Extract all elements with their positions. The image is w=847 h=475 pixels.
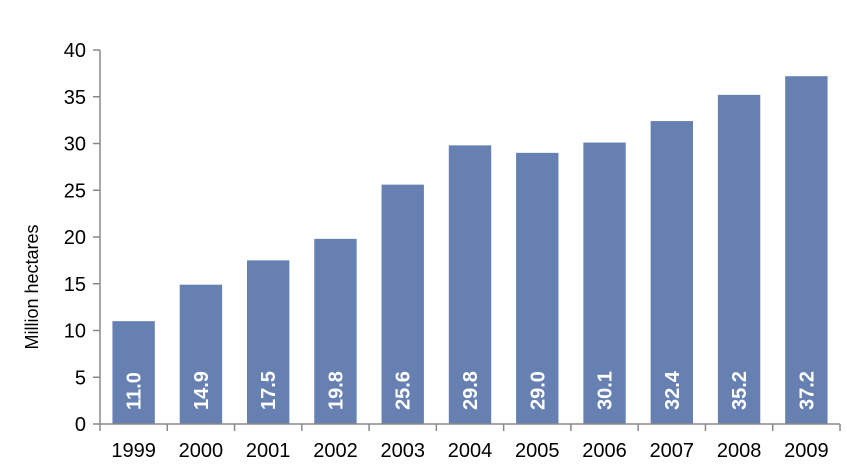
x-tick-label: 2003 — [380, 440, 425, 462]
bar-value-label: 29.8 — [460, 371, 482, 410]
x-axis: 1999 2000 2001 2002 2003 2004 2005 2006 2007 2008… — [99, 424, 841, 462]
y-tick-label: 30 — [64, 134, 86, 156]
bar-2002 — [314, 238, 357, 424]
bar-value-label: 32.4 — [662, 370, 684, 410]
x-tick-label: 2002 — [313, 440, 358, 462]
bar-value-label: 30.1 — [595, 371, 617, 410]
axis-lines — [99, 50, 840, 425]
bar-2000 — [179, 284, 223, 424]
bar-value-label: 29.0 — [527, 371, 549, 410]
bar-2004 — [448, 145, 492, 424]
bar-value-label: 17.5 — [258, 371, 280, 410]
y-tick-label: 15 — [64, 274, 86, 296]
bar-value-label: 14.9 — [191, 371, 213, 410]
bar-2001 — [246, 260, 290, 424]
bar-value-label: 11.0 — [124, 372, 146, 410]
x-tick-label: 2000 — [179, 440, 224, 462]
bar-value-label: 35.2 — [729, 371, 751, 410]
bar-2007 — [650, 121, 694, 424]
x-tick-label: 2009 — [784, 440, 829, 462]
bar-2009 — [785, 76, 828, 425]
y-axis-title: Million hectares — [22, 224, 42, 349]
y-tick-label: 20 — [64, 227, 86, 249]
y-axis: 0 5 10 15 20 25 30 35 40 — [64, 40, 100, 436]
x-tick-label: 2001 — [246, 440, 291, 462]
bar-value-label: 19.8 — [325, 371, 347, 410]
bar-2005 — [516, 152, 559, 424]
y-tick-label: 40 — [64, 40, 86, 62]
bar-value-label: 25.6 — [393, 371, 415, 410]
bar-1999 — [112, 321, 155, 424]
x-tick-label: 2008 — [717, 440, 762, 462]
y-tick-label: 35 — [64, 87, 86, 109]
bars: 11.0 14.9 17.5 19.8 25.6 29.8 29.0 30.1 32.4 35.2… — [112, 76, 828, 425]
y-tick-label: 25 — [64, 180, 86, 202]
x-tick-label: 2004 — [448, 440, 493, 462]
bar-2006 — [583, 142, 626, 424]
x-tick-label: 1999 — [111, 440, 156, 462]
x-tick-label: 2006 — [582, 440, 627, 462]
bar-2008 — [717, 94, 761, 424]
y-tick-label: 0 — [75, 414, 86, 436]
bar-value-label: 37.2 — [796, 371, 818, 410]
x-tick-label: 2005 — [515, 440, 560, 462]
y-tick-label: 5 — [75, 367, 86, 389]
y-tick-label: 10 — [64, 321, 86, 343]
bar-2003 — [381, 184, 424, 424]
x-tick-label: 2007 — [650, 440, 695, 462]
